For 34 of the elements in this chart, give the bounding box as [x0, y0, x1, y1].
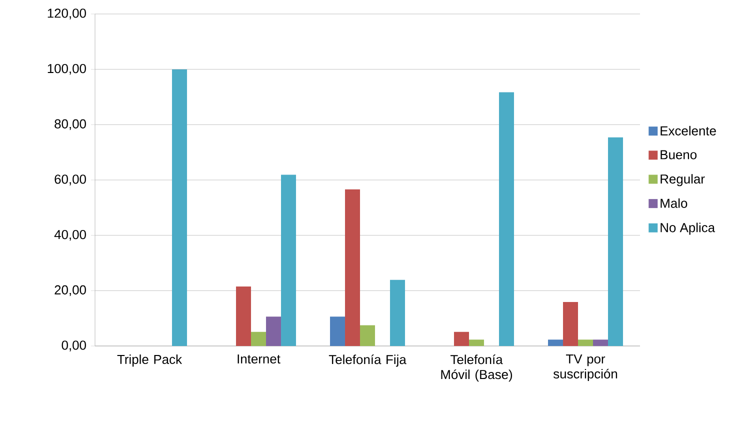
y-tick-label: 80,00	[54, 119, 86, 130]
bar	[330, 316, 346, 346]
bar	[499, 92, 514, 346]
bar	[345, 189, 360, 346]
bar	[236, 286, 252, 346]
x-tick-label: Telefonía Móvil (Base)	[441, 354, 512, 382]
x-tick-label: Telefonía Fija	[328, 354, 406, 367]
bar	[548, 340, 564, 346]
x-tick-label: TV por suscripción	[553, 354, 618, 382]
y-tick-label: 120,00	[48, 8, 86, 20]
bar	[578, 340, 594, 346]
legend-label: No Aplica	[660, 222, 716, 235]
y-tick-label: 0,00	[62, 340, 86, 352]
bar	[454, 332, 470, 346]
bar	[469, 340, 484, 346]
legend-label: Malo	[660, 198, 688, 208]
bar	[563, 302, 578, 346]
y-tick-label: 40,00	[54, 230, 86, 241]
x-tick-label: Internet	[238, 354, 280, 364]
bar	[360, 325, 376, 346]
bar	[390, 280, 406, 346]
legend-label: Bueno	[660, 150, 697, 160]
bar	[266, 316, 282, 346]
x-tick-label: Triple Pack	[117, 354, 182, 367]
bar	[608, 137, 624, 346]
bar	[281, 174, 296, 346]
bar	[251, 332, 266, 346]
y-tick-label: 20,00	[54, 285, 86, 296]
legend-label: Regular	[660, 174, 705, 186]
y-tick-label: 60,00	[54, 174, 86, 186]
bar	[172, 69, 188, 346]
y-tick-label: 100,00	[48, 64, 86, 75]
bar	[593, 340, 608, 346]
legend-label: Excelente	[660, 126, 716, 136]
